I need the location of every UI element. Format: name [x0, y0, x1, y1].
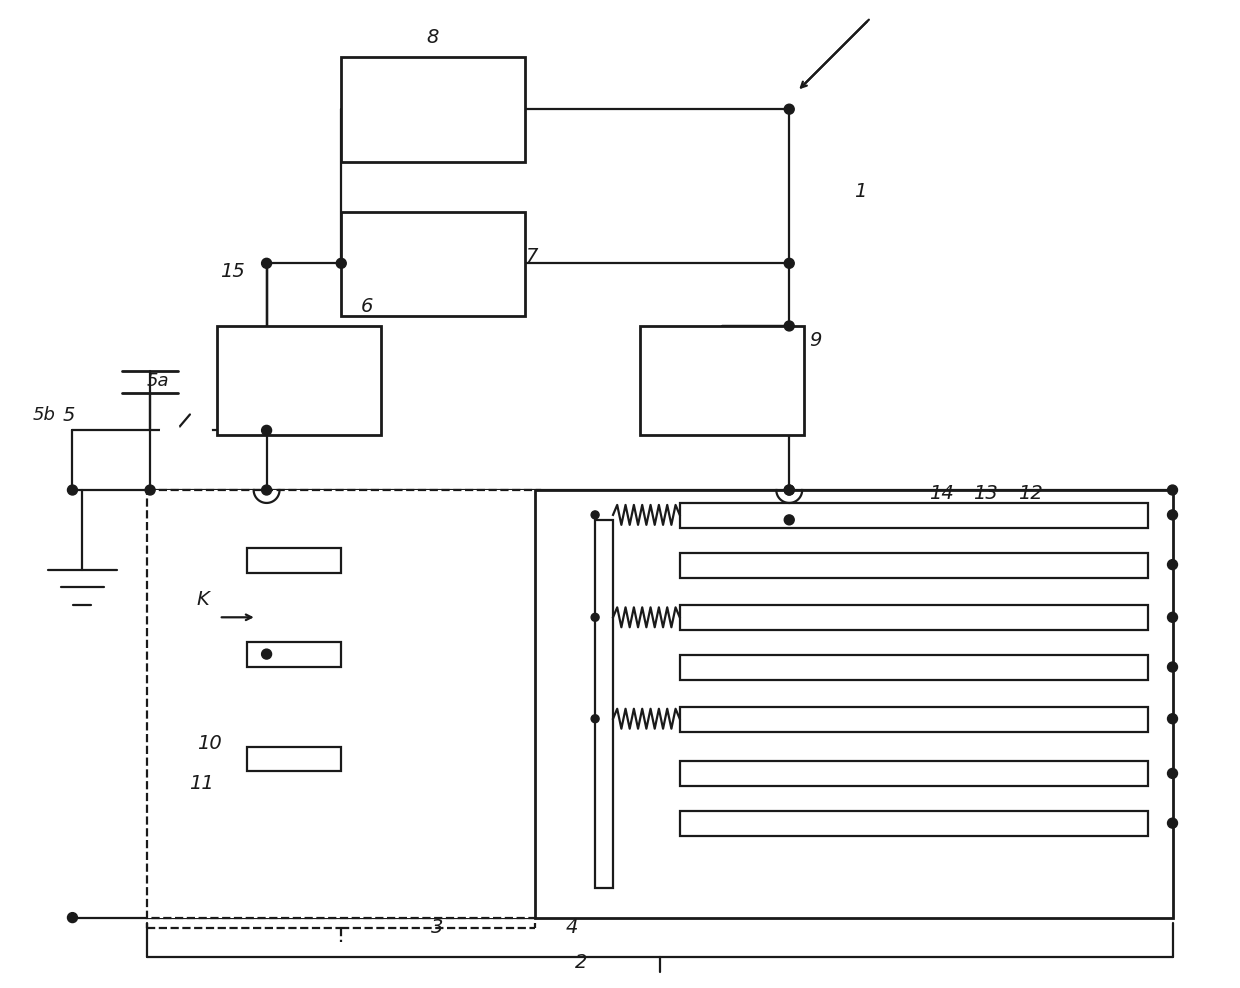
Text: 11: 11 [188, 774, 213, 792]
Text: 8: 8 [425, 28, 438, 47]
Circle shape [262, 485, 272, 495]
Circle shape [784, 485, 794, 495]
Bar [640, 326, 805, 436]
Bar [680, 606, 1148, 630]
Bar [148, 490, 541, 918]
Circle shape [259, 551, 274, 567]
Circle shape [193, 422, 211, 440]
Circle shape [262, 649, 272, 659]
Bar [536, 490, 1173, 918]
Bar [680, 503, 1148, 528]
Text: 12: 12 [1018, 483, 1043, 503]
Bar [680, 811, 1148, 836]
Circle shape [262, 426, 272, 436]
Circle shape [784, 104, 794, 115]
Bar [247, 747, 341, 772]
Circle shape [591, 614, 599, 621]
Text: 4: 4 [565, 918, 578, 937]
Text: 5: 5 [62, 406, 74, 425]
Circle shape [259, 751, 274, 767]
Text: 3: 3 [430, 918, 443, 937]
Circle shape [1168, 818, 1178, 828]
Circle shape [1168, 559, 1178, 569]
Text: K: K [197, 590, 210, 609]
Circle shape [1168, 769, 1178, 779]
Bar [680, 552, 1148, 578]
Text: 14: 14 [929, 483, 954, 503]
Bar [247, 547, 341, 573]
Text: 5a: 5a [148, 371, 170, 389]
Circle shape [1168, 510, 1178, 520]
Circle shape [262, 258, 272, 269]
Circle shape [784, 485, 794, 495]
Circle shape [591, 714, 599, 722]
Bar [341, 57, 526, 162]
Bar [680, 655, 1148, 680]
Bar [680, 762, 1148, 786]
Circle shape [336, 258, 346, 269]
Text: 15: 15 [219, 262, 244, 281]
Bar [680, 706, 1148, 732]
Bar [595, 520, 613, 888]
Circle shape [784, 515, 794, 525]
Circle shape [67, 913, 77, 923]
Circle shape [67, 485, 77, 495]
Circle shape [1168, 713, 1178, 723]
Bar [247, 642, 341, 667]
Bar [217, 326, 381, 436]
Circle shape [784, 321, 794, 331]
Text: 6: 6 [361, 296, 373, 315]
Circle shape [161, 422, 179, 440]
Text: 7: 7 [526, 247, 538, 266]
Text: 10: 10 [197, 734, 222, 753]
Text: 13: 13 [973, 483, 998, 503]
Circle shape [784, 258, 794, 269]
Circle shape [591, 511, 599, 519]
Circle shape [1168, 662, 1178, 672]
Bar [341, 211, 526, 316]
Text: 9: 9 [810, 331, 822, 351]
Text: 2: 2 [575, 952, 588, 972]
Circle shape [145, 485, 155, 495]
Circle shape [1168, 485, 1178, 495]
Circle shape [1168, 613, 1178, 622]
Text: 5b: 5b [32, 406, 56, 425]
Text: 1: 1 [854, 182, 867, 202]
